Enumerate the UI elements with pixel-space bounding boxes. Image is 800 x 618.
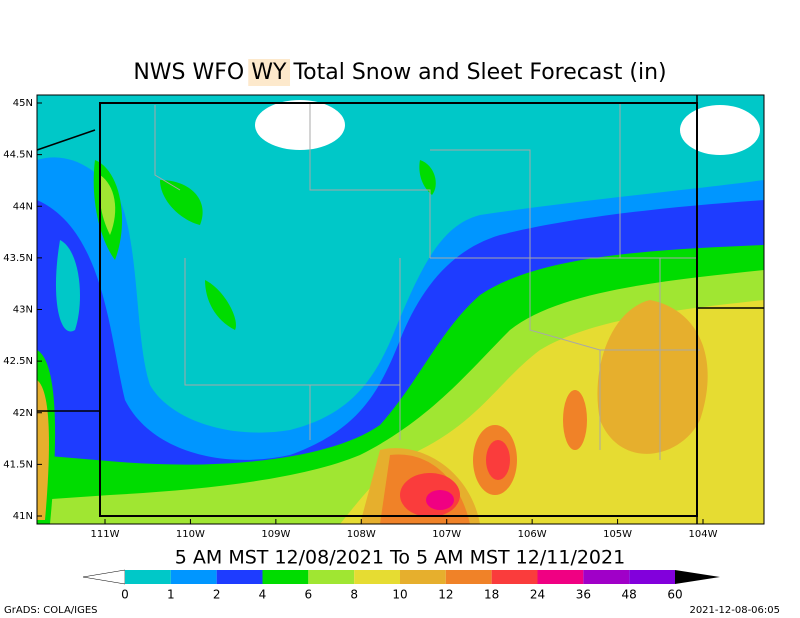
latitude-label: 44.5N bbox=[3, 150, 33, 161]
latitude-label: 41.5N bbox=[3, 459, 33, 470]
latitude-axis: 45N 44.5N 44N 43.5N 43N 42.5N 42N 41.5N 41N bbox=[3, 98, 42, 522]
latitude-label: 42N bbox=[13, 408, 33, 419]
colorbar-label: 10 bbox=[392, 588, 407, 602]
latitude-label: 43.5N bbox=[3, 253, 33, 264]
colorbar-label: 1 bbox=[167, 588, 175, 602]
colorbar-above bbox=[675, 570, 720, 584]
colorbar-label: 24 bbox=[530, 588, 545, 602]
latitude-label: 43N bbox=[13, 305, 33, 316]
latitude-label: 44N bbox=[13, 201, 33, 212]
longitude-label: 106W bbox=[518, 529, 547, 540]
colorbar-box bbox=[491, 570, 538, 584]
colorbar-box bbox=[308, 570, 355, 584]
colorbar-label: 8 bbox=[350, 588, 358, 602]
colorbar-box bbox=[400, 570, 446, 584]
longitude-axis: 111W 110W 109W 108W 107W 106W 105W 104W bbox=[91, 519, 718, 540]
colorbar-label: 60 bbox=[667, 588, 682, 602]
colorbar-box bbox=[170, 570, 217, 584]
longitude-label: 110W bbox=[176, 529, 205, 540]
colorbar-label: 48 bbox=[622, 588, 637, 602]
valid-period: 5 AM MST 12/08/2021 To 5 AM MST 12/11/20… bbox=[175, 547, 625, 569]
colorbar-label: 4 bbox=[259, 588, 267, 602]
colorbar-box bbox=[629, 570, 675, 584]
colorbar-box bbox=[445, 570, 492, 584]
title-prefix: NWS WFO bbox=[133, 60, 244, 85]
colorbar-below bbox=[82, 569, 126, 585]
latitude-label: 45N bbox=[13, 98, 33, 109]
longitude-label: 107W bbox=[432, 529, 461, 540]
title-highlight bbox=[248, 59, 291, 86]
longitude-label: 111W bbox=[91, 529, 120, 540]
colorbar-label: 18 bbox=[484, 588, 499, 602]
longitude-label: 108W bbox=[347, 529, 376, 540]
colorbar-label: 0 bbox=[121, 588, 129, 602]
colorbar-box bbox=[354, 570, 400, 584]
colorbar-box bbox=[216, 570, 263, 584]
latitude-label: 41N bbox=[13, 511, 33, 522]
colorbar-box bbox=[125, 570, 171, 584]
latitude-label: 42.5N bbox=[3, 356, 33, 367]
colorbar-box bbox=[262, 570, 309, 584]
longitude-label: 109W bbox=[261, 529, 290, 540]
colorbar-label: 2 bbox=[213, 588, 221, 602]
title: NWS WFO WY Total Snow and Sleet Forecast… bbox=[133, 60, 666, 85]
colorbar-label: 36 bbox=[576, 588, 591, 602]
map-area bbox=[36, 94, 765, 525]
title-office: WY bbox=[251, 60, 287, 85]
title-suffix: Total Snow and Sleet Forecast (in) bbox=[292, 60, 666, 85]
longitude-label: 105W bbox=[603, 529, 632, 540]
colorbar-box bbox=[583, 570, 630, 584]
longitude-label: 104W bbox=[689, 529, 718, 540]
colorbar-box bbox=[537, 570, 584, 584]
colorbar: 0 1 2 4 6 8 10 12 18 24 36 48 60 bbox=[82, 569, 720, 602]
colorbar-label: 12 bbox=[438, 588, 453, 602]
timestamp: 2021-12-08-06:05 bbox=[689, 605, 780, 616]
credit: GrADS: COLA/IGES bbox=[4, 605, 98, 616]
colorbar-label: 6 bbox=[305, 588, 313, 602]
